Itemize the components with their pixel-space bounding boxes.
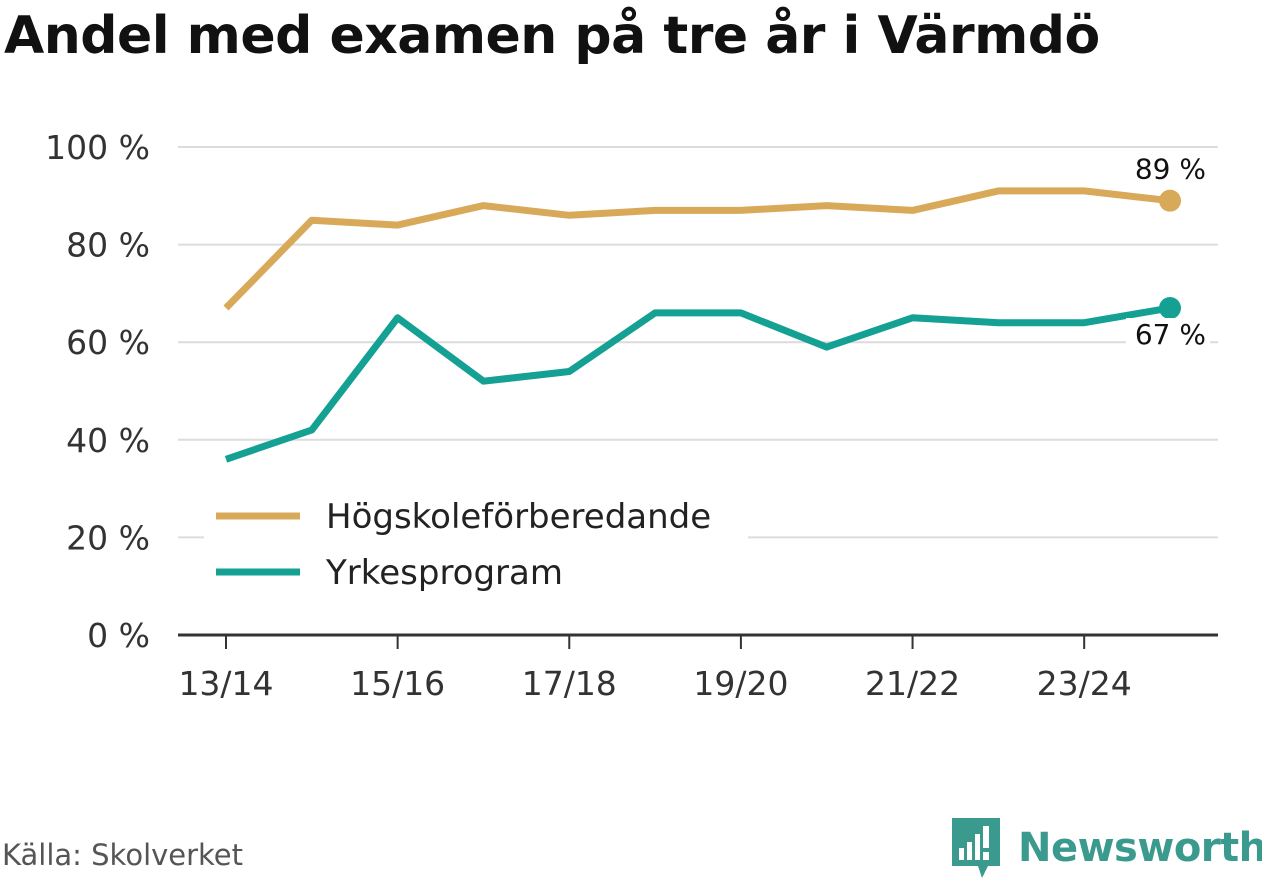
legend-background — [204, 490, 748, 594]
brand-name: Newsworthy — [1018, 825, 1262, 871]
series-end-point — [1159, 189, 1181, 212]
brand-logo[interactable]: Newsworthy — [952, 818, 1262, 878]
series-line-yrkesprogram — [224, 304, 1171, 463]
x-tick-label: 13/14 — [178, 664, 273, 703]
series-lines — [223, 187, 1181, 463]
y-tick-label: 60 % — [66, 323, 150, 362]
x-tick-label: 21/22 — [865, 664, 960, 703]
y-tick-label: 100 % — [45, 128, 150, 167]
chart-title: Andel med examen på tre år i Värmdö — [4, 6, 1100, 66]
bar-chart-speech-bubble-icon — [952, 818, 1000, 878]
y-tick-label: 80 % — [66, 226, 150, 265]
y-tick-label: 0 % — [87, 616, 150, 655]
x-tick-label: 23/24 — [1037, 664, 1132, 703]
end-label-background — [1126, 318, 1210, 353]
end-labels: 89 % 67 % — [1126, 153, 1210, 353]
x-tick-label: 17/18 — [522, 664, 617, 703]
x-tick-label: 15/16 — [350, 664, 445, 703]
axes: 0 % 20 % 40 % 60 % 80 % 100 % 13/14 15/16 17/18 1… — [45, 128, 1218, 703]
series-end-point — [1159, 297, 1181, 320]
legend-label: Högskoleförberedande — [326, 497, 711, 537]
y-tick-label: 20 % — [66, 518, 150, 557]
y-tick-label: 40 % — [66, 421, 150, 460]
legend-label: Yrkesprogram — [325, 553, 563, 593]
gridlines — [178, 146, 1218, 539]
end-label-hogskoleforberedande: 89 % — [1135, 153, 1206, 186]
legend: Högskoleförberedande Yrkesprogram — [204, 490, 748, 594]
series-line-hogskoleforberedande — [223, 187, 1171, 311]
end-label-yrkesprogram: 67 % — [1135, 318, 1206, 351]
x-tick-label: 19/20 — [693, 664, 788, 703]
source-note: Källa: Skolverket — [2, 838, 244, 872]
